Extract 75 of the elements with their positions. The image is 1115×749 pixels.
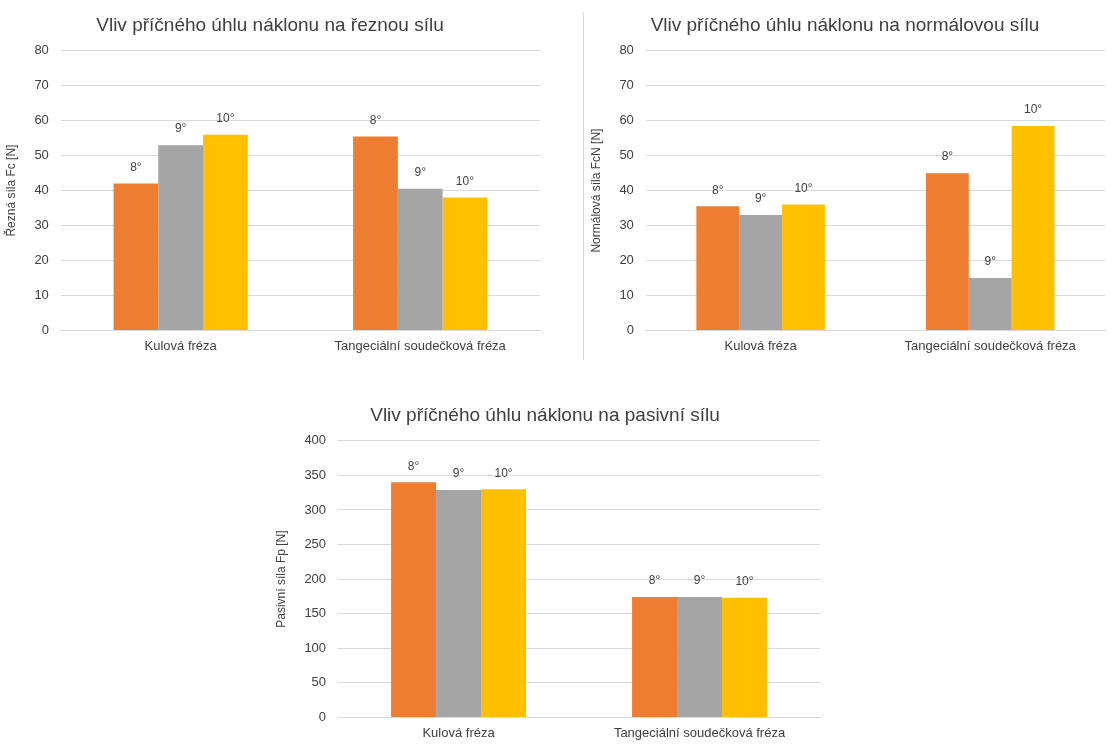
y-tick-label: 60 bbox=[619, 112, 634, 128]
series-label: 8° bbox=[407, 458, 420, 473]
y-tick-label: 40 bbox=[619, 182, 634, 198]
series-label: 9° bbox=[452, 466, 465, 481]
x-tick-label: Kulová fréza bbox=[144, 337, 218, 353]
y-tick-label: 60 bbox=[34, 112, 49, 128]
text: 10° bbox=[216, 110, 235, 125]
series-label: 9° bbox=[174, 121, 187, 136]
bar bbox=[739, 215, 783, 330]
y-tick-label: 40 bbox=[34, 182, 49, 198]
bar bbox=[113, 183, 159, 330]
y-tick-label: 50 bbox=[311, 674, 327, 690]
bar bbox=[158, 145, 204, 330]
series-label: 8° bbox=[369, 112, 382, 127]
bar bbox=[722, 597, 767, 717]
bar bbox=[442, 197, 488, 330]
text: 10° bbox=[494, 465, 513, 480]
y-tick-label: 0 bbox=[626, 321, 634, 337]
bar bbox=[397, 188, 443, 330]
x-tick-label: Tangeciální soudečková fréza bbox=[334, 337, 507, 353]
y-tick-label: 10 bbox=[34, 287, 49, 303]
x-tick-label: Tangeciální soudečková fréza bbox=[613, 724, 786, 740]
y-tick-label: 50 bbox=[619, 147, 634, 163]
series-label: 8° bbox=[941, 149, 954, 164]
y-tick-label: 20 bbox=[34, 252, 49, 268]
series-label: 9° bbox=[754, 191, 767, 206]
bar bbox=[436, 489, 482, 717]
series-label: 10° bbox=[455, 173, 475, 188]
y-tick-label: 50 bbox=[34, 147, 49, 163]
y-tick-label: 10 bbox=[619, 287, 634, 303]
bar bbox=[632, 597, 678, 717]
bar bbox=[696, 206, 740, 330]
series-label: 10° bbox=[1023, 102, 1043, 117]
bar bbox=[481, 489, 527, 717]
text: 9° bbox=[984, 254, 996, 269]
x-tick-label: Tangeciální soudečková fréza bbox=[904, 337, 1077, 353]
text: 8° bbox=[648, 573, 661, 588]
text: 8° bbox=[130, 159, 142, 174]
text: 9° bbox=[693, 573, 706, 588]
text: 10° bbox=[794, 180, 813, 195]
bar bbox=[968, 277, 1012, 330]
x-tick-label: Kulová fréza bbox=[422, 724, 496, 740]
y-tick-label: 100 bbox=[304, 639, 327, 655]
y-tick-label: 400 bbox=[304, 432, 327, 448]
text: 8° bbox=[712, 182, 724, 197]
y-tick-label: 30 bbox=[34, 217, 49, 233]
y-tick-label: 300 bbox=[304, 501, 327, 517]
y-tick-label: 70 bbox=[34, 77, 49, 93]
bar bbox=[782, 204, 825, 330]
y-tick-label: 350 bbox=[304, 466, 327, 482]
y-tick-label: 80 bbox=[34, 42, 49, 58]
y-tick-label: 80 bbox=[619, 42, 634, 58]
y-tick-label: 150 bbox=[304, 605, 327, 621]
chart-title: Vliv příčného úhlu náklonu na normálovou sílu bbox=[650, 13, 1040, 35]
y-axis-title: Normálová síla FcN [N] bbox=[588, 128, 603, 253]
x-tick-label: Kulová fréza bbox=[724, 337, 798, 353]
series-label: 10° bbox=[735, 574, 754, 589]
y-axis-title: Pasivní síla Fp [N] bbox=[273, 530, 288, 628]
y-tick-label: 70 bbox=[619, 77, 634, 93]
text: 9° bbox=[414, 165, 426, 180]
bar bbox=[677, 597, 723, 717]
y-tick-label: 30 bbox=[619, 217, 634, 233]
chart-title: Vliv příčného úhlu náklonu na řeznou sílu bbox=[96, 13, 444, 35]
bar bbox=[925, 173, 969, 330]
bar bbox=[391, 482, 437, 717]
y-tick-label: 0 bbox=[41, 321, 49, 337]
y-tick-label: 200 bbox=[304, 570, 327, 586]
y-tick-label: 20 bbox=[619, 252, 634, 268]
chart-title: Vliv příčného úhlu náklonu na pasivní sílu bbox=[370, 403, 720, 425]
bar bbox=[203, 134, 248, 330]
y-axis-title: Řezná síla Fc [N] bbox=[2, 144, 18, 237]
bar bbox=[353, 136, 398, 330]
y-tick-label: 250 bbox=[304, 536, 327, 552]
y-tick-label: 0 bbox=[318, 708, 327, 724]
bar bbox=[1011, 125, 1055, 330]
